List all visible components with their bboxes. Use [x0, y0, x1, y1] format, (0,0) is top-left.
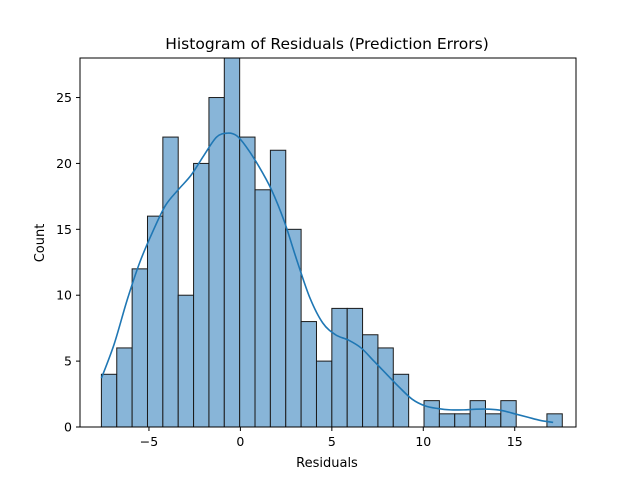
- histogram-bar: [300, 321, 317, 428]
- y-tick-label: 25: [56, 90, 72, 105]
- histogram-bar: [116, 347, 133, 428]
- histogram-bar: [454, 413, 471, 428]
- y-axis-label: Count: [33, 224, 48, 263]
- histogram-bar: [177, 294, 195, 428]
- histogram-bar: [162, 136, 179, 428]
- kde-curve: [100, 132, 554, 424]
- histogram-bar: [239, 136, 256, 428]
- y-tick-label: 15: [56, 222, 72, 237]
- histogram-bar: [484, 413, 502, 428]
- histogram-bar: [208, 97, 225, 428]
- y-tick-label: 10: [56, 288, 72, 303]
- histogram-bar: [362, 334, 379, 428]
- histogram-bar: [131, 268, 148, 428]
- chart-title: Histogram of Residuals (Prediction Error…: [165, 35, 489, 53]
- x-tick-label: 15: [507, 434, 523, 449]
- histogram-bar: [546, 413, 563, 428]
- y-tick-label: 20: [56, 156, 72, 171]
- histogram-bar: [146, 215, 164, 428]
- histogram-bar: [193, 162, 210, 428]
- histogram-bar: [392, 373, 410, 428]
- x-axis-label: Residuals: [296, 456, 358, 471]
- histogram-bar: [331, 307, 348, 428]
- histogram-bar: [346, 307, 364, 428]
- y-tick-label: 5: [64, 354, 72, 369]
- y-axis-ticks: 0 5 10 15 20 25: [56, 90, 80, 435]
- histogram-bar: [100, 373, 118, 428]
- histogram-bar: [223, 57, 241, 428]
- plot-frame: [79, 57, 577, 428]
- x-tick-label: 10: [415, 434, 431, 449]
- y-tick-label: 0: [64, 420, 72, 435]
- histogram-bar: [438, 413, 456, 428]
- x-axis-ticks: −5 0 5 10 15: [140, 427, 523, 449]
- histogram-bar: [285, 228, 302, 428]
- histogram-bar: [377, 347, 394, 428]
- histogram-bar: [469, 400, 486, 428]
- x-tick-label: −5: [140, 434, 158, 449]
- bars-group: [100, 57, 563, 428]
- x-tick-label: 0: [236, 434, 244, 449]
- x-tick-label: 5: [328, 434, 336, 449]
- histogram-bar: [423, 400, 440, 428]
- histogram-bar: [254, 189, 271, 428]
- histogram-bar: [315, 360, 333, 428]
